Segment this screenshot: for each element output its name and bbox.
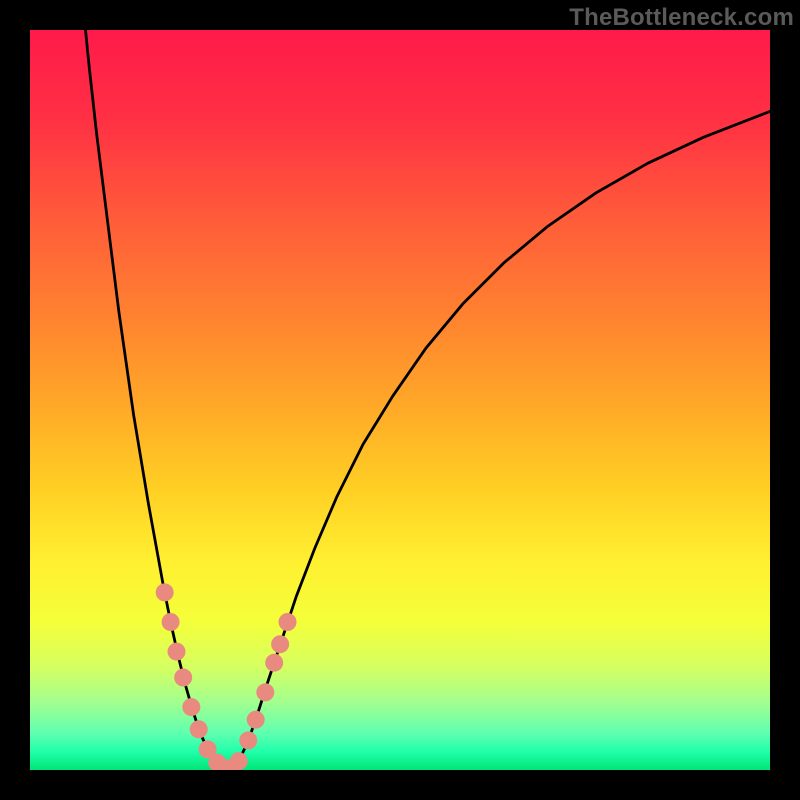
watermark-text: TheBottleneck.com [569, 4, 794, 32]
gradient-background [30, 30, 770, 770]
plot-area [30, 30, 770, 770]
chart-outer-frame: TheBottleneck.com [0, 0, 800, 800]
